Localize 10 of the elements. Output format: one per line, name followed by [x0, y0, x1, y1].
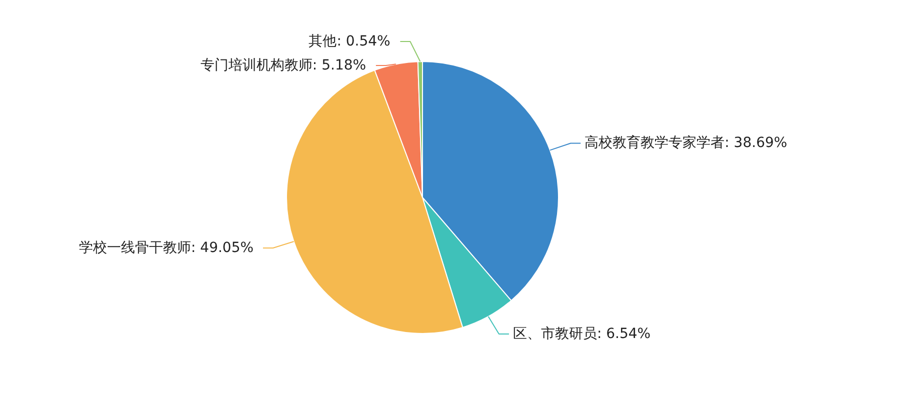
slice-label: 区、市教研员	[512, 326, 597, 342]
data-label: : 38.69%	[724, 135, 788, 152]
slice-label: 高校教育教学专家学者	[584, 134, 725, 152]
slice-label: 学校一线骨干教师	[79, 240, 191, 256]
data-label: : 0.54%	[336, 34, 390, 50]
slice-label: 专门培训机构教师	[200, 58, 312, 74]
slice-label: 其他	[308, 34, 337, 50]
data-label: : 6.54%	[596, 326, 651, 342]
data-label: : 49.05%	[191, 240, 254, 256]
data-label: : 5.18%	[312, 58, 366, 74]
